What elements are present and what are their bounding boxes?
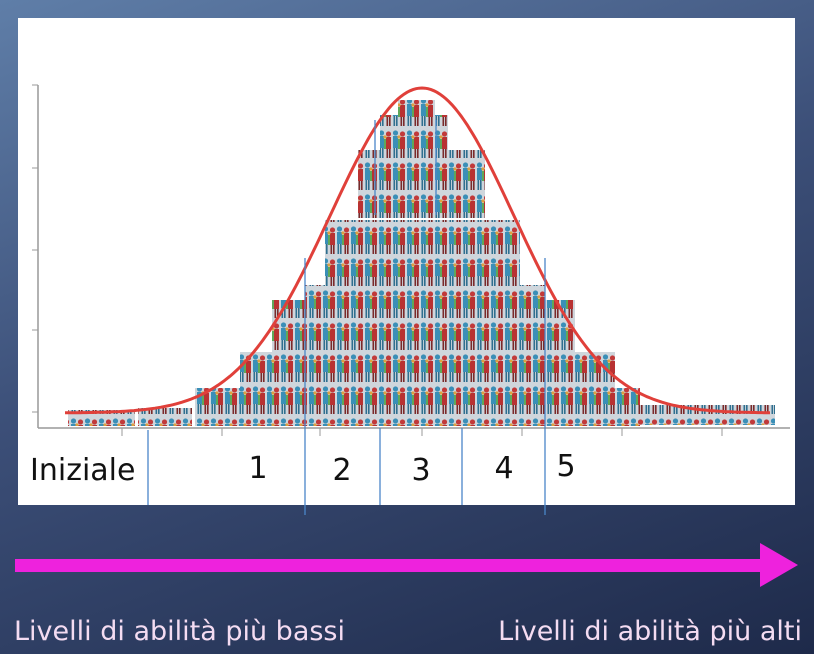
- arrow-left-label: Livelli di abilità più bassi: [14, 616, 345, 647]
- level-label: 5: [556, 449, 575, 484]
- level-label: Iniziale: [30, 453, 135, 488]
- people-block: [358, 150, 485, 218]
- page: Iniziale 1 2 3 4 5 Livelli di abilità pi…: [0, 0, 814, 654]
- people-block: [305, 285, 545, 352]
- arrow-right-label: Livelli di abilità più alti: [498, 616, 802, 647]
- people-block: [380, 115, 448, 150]
- level-label: 3: [411, 453, 430, 488]
- people-block: [640, 405, 775, 425]
- level-label: 2: [332, 453, 351, 488]
- people-block: [240, 352, 615, 388]
- level-label: 4: [494, 451, 513, 486]
- arrow-head: [760, 543, 798, 587]
- level-label: 1: [248, 451, 267, 486]
- people-block: [398, 100, 435, 115]
- people-block: [195, 388, 640, 426]
- people-block: [325, 220, 520, 286]
- slide: Iniziale 1 2 3 4 5 Livelli di abilità pi…: [0, 0, 814, 654]
- arrow-shaft: [15, 559, 765, 572]
